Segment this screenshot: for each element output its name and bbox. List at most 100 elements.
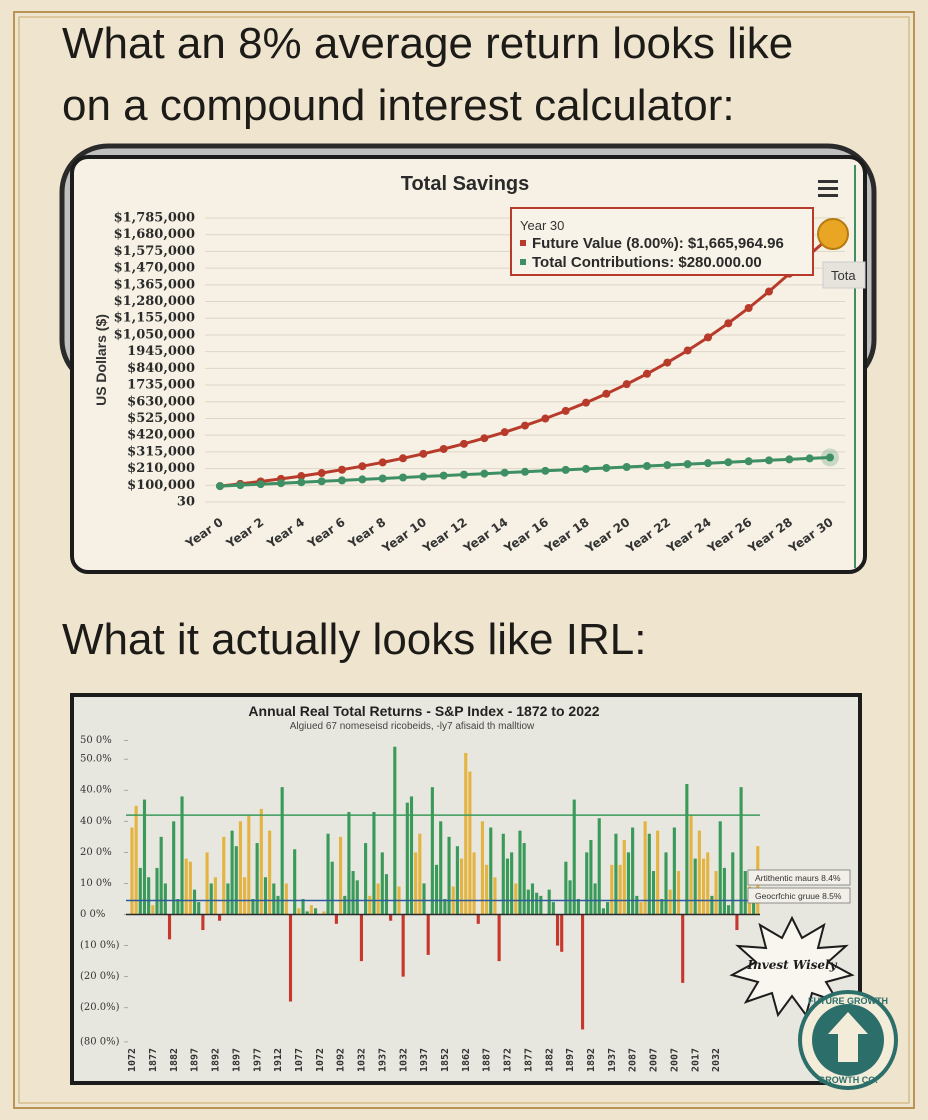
data-point [785, 455, 794, 464]
bar [409, 796, 414, 915]
chart-title: Annual Real Total Returns - S&P Index - … [248, 703, 599, 719]
bar [192, 889, 197, 915]
bar [722, 867, 726, 915]
y-tick-label: 20 0% [80, 847, 112, 858]
x-tick-label: 1977 [252, 1048, 263, 1072]
bar [718, 821, 722, 915]
bar [522, 843, 526, 915]
bar [188, 861, 192, 915]
y-tick-label: (80 0%) [80, 1036, 120, 1047]
bar [635, 895, 639, 915]
bar [693, 858, 697, 915]
bar [180, 796, 184, 915]
bar [656, 830, 660, 915]
y-tick-label: (20.0%) [80, 1002, 120, 1013]
bar [155, 867, 159, 915]
bar [142, 799, 147, 915]
x-tick-label: 1897 [231, 1048, 242, 1072]
menu-icon[interactable] [818, 180, 838, 197]
bar [159, 836, 163, 915]
bar [572, 799, 576, 915]
bar [689, 815, 693, 915]
bar [147, 877, 151, 915]
bar [389, 914, 393, 921]
data-point [521, 467, 529, 476]
chart-title: Total Savings [401, 173, 530, 195]
x-tick-label: 2007 [669, 1048, 680, 1072]
x-tick-label: 2087 [628, 1048, 639, 1072]
bar [426, 914, 430, 955]
y-tick-label: $1,280,000 [114, 294, 195, 309]
annotation-box [747, 869, 851, 886]
data-point [297, 478, 306, 487]
x-tick-label: 1897 [190, 1048, 201, 1072]
bar [272, 883, 276, 915]
bar [706, 852, 710, 915]
data-point [358, 475, 367, 484]
bar [238, 821, 243, 915]
logo-arrow [828, 1012, 868, 1062]
bar [234, 846, 238, 915]
y-tick-label: 40 0% [80, 816, 112, 827]
bar [614, 833, 618, 915]
data-point [500, 468, 509, 477]
y-tick-label: $630,000 [127, 394, 195, 409]
bar [752, 902, 756, 915]
bar [697, 830, 701, 915]
bar [514, 883, 518, 915]
y-tick-label: 40.0% [80, 785, 112, 796]
bar [526, 889, 530, 915]
y-tick-label: 50 0% [80, 735, 112, 746]
bar [313, 908, 318, 915]
bar [576, 898, 580, 915]
y-tick-label: 50.0% [80, 754, 112, 765]
bar [480, 821, 484, 915]
bar [476, 914, 480, 924]
data-point [399, 473, 407, 482]
bar [535, 892, 539, 915]
bar [580, 914, 585, 1030]
x-tick-label: 1077 [294, 1048, 305, 1072]
data-point [561, 465, 570, 474]
subheadline: What it actually looks like IRL: [62, 615, 646, 664]
y-tick-label: $315,000 [127, 444, 195, 459]
bar [359, 914, 363, 962]
data-point [500, 428, 509, 437]
bar [434, 864, 439, 915]
bar [301, 898, 305, 915]
x-tick-label: 1072 [315, 1048, 326, 1072]
bar [138, 867, 142, 915]
bar [251, 898, 255, 915]
bar [555, 914, 560, 946]
data-point [419, 472, 428, 481]
bar [330, 861, 334, 915]
bar [288, 914, 293, 1002]
data-point [338, 476, 346, 485]
bar [593, 883, 597, 915]
tooltip-item: Future Value (8.00%): $1,665,964.96 [532, 235, 784, 252]
bar [343, 895, 347, 915]
bar [280, 787, 284, 915]
bar [384, 874, 389, 915]
bar [568, 880, 572, 915]
bar [405, 802, 409, 915]
bar [714, 871, 718, 915]
bar [676, 871, 681, 915]
bar [326, 833, 330, 915]
data-point [643, 369, 651, 378]
bar [701, 858, 706, 915]
bar [743, 871, 747, 915]
x-tick-label: 1862 [461, 1048, 472, 1072]
bar [218, 914, 222, 921]
data-point [805, 454, 814, 463]
bar [626, 852, 631, 915]
bar [376, 883, 380, 915]
x-tick-label: 2017 [690, 1048, 701, 1072]
x-tick-label: 1032 [357, 1048, 368, 1072]
tooltip-fragment-box [822, 261, 866, 289]
x-tick-label: 1852 [440, 1048, 451, 1072]
bar [176, 898, 180, 915]
y-tick-label: $420,000 [127, 428, 195, 443]
y-tick-label: $1,680,000 [114, 227, 195, 242]
menu-bar [818, 187, 838, 190]
